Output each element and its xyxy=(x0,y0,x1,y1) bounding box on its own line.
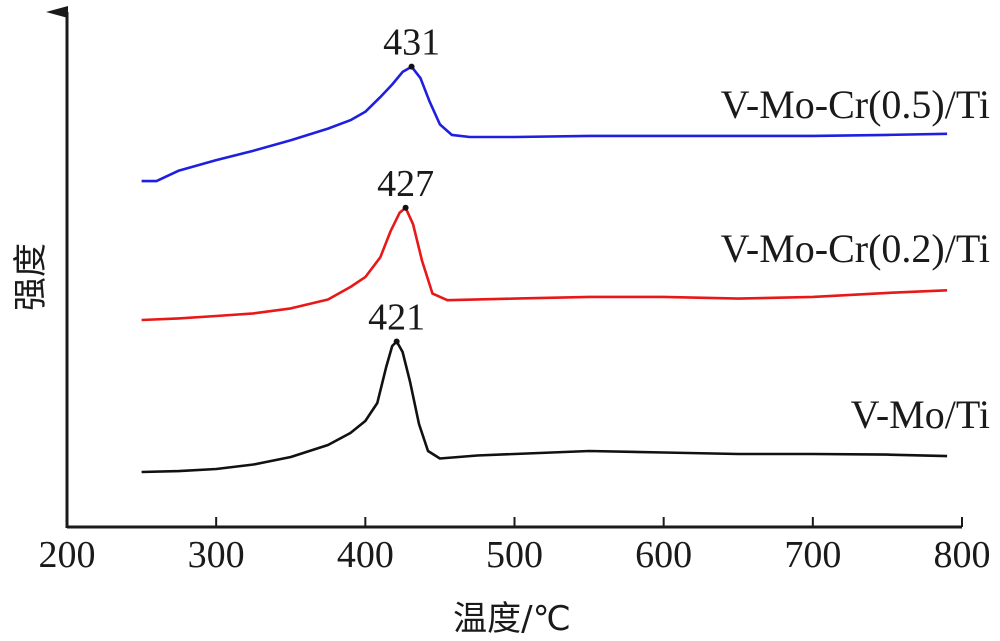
series-line xyxy=(141,340,948,474)
peak-marker xyxy=(408,63,415,70)
peak-label: 421 xyxy=(368,297,425,339)
peak-marker xyxy=(402,204,409,211)
x-tick-label: 600 xyxy=(635,534,692,576)
x-tick-label: 400 xyxy=(337,534,394,576)
x-axis-ticks: 200 300 400 500 600 700 800 xyxy=(39,517,991,576)
x-tick-label: 700 xyxy=(784,534,841,576)
x-tick-label: 300 xyxy=(188,534,245,576)
peak-label: 427 xyxy=(377,163,434,205)
y-axis-title: 强度 xyxy=(11,243,51,311)
series-group: 431 V-Mo-Cr(0.5)/Ti 427 V-Mo-Cr(0.2)/Ti 421 V… xyxy=(141,22,990,474)
series-label: V-Mo-Cr(0.2)/Ti xyxy=(721,226,990,271)
peak-marker xyxy=(393,338,400,345)
series-label: V-Mo/Ti xyxy=(851,392,990,437)
series-label: V-Mo-Cr(0.5)/Ti xyxy=(721,82,990,127)
peak-label: 431 xyxy=(383,22,440,64)
x-tick-label: 800 xyxy=(934,534,991,576)
x-axis-title: 温度/℃ xyxy=(453,599,571,639)
x-tick-label: 500 xyxy=(486,534,543,576)
x-tick-label: 200 xyxy=(39,534,96,576)
